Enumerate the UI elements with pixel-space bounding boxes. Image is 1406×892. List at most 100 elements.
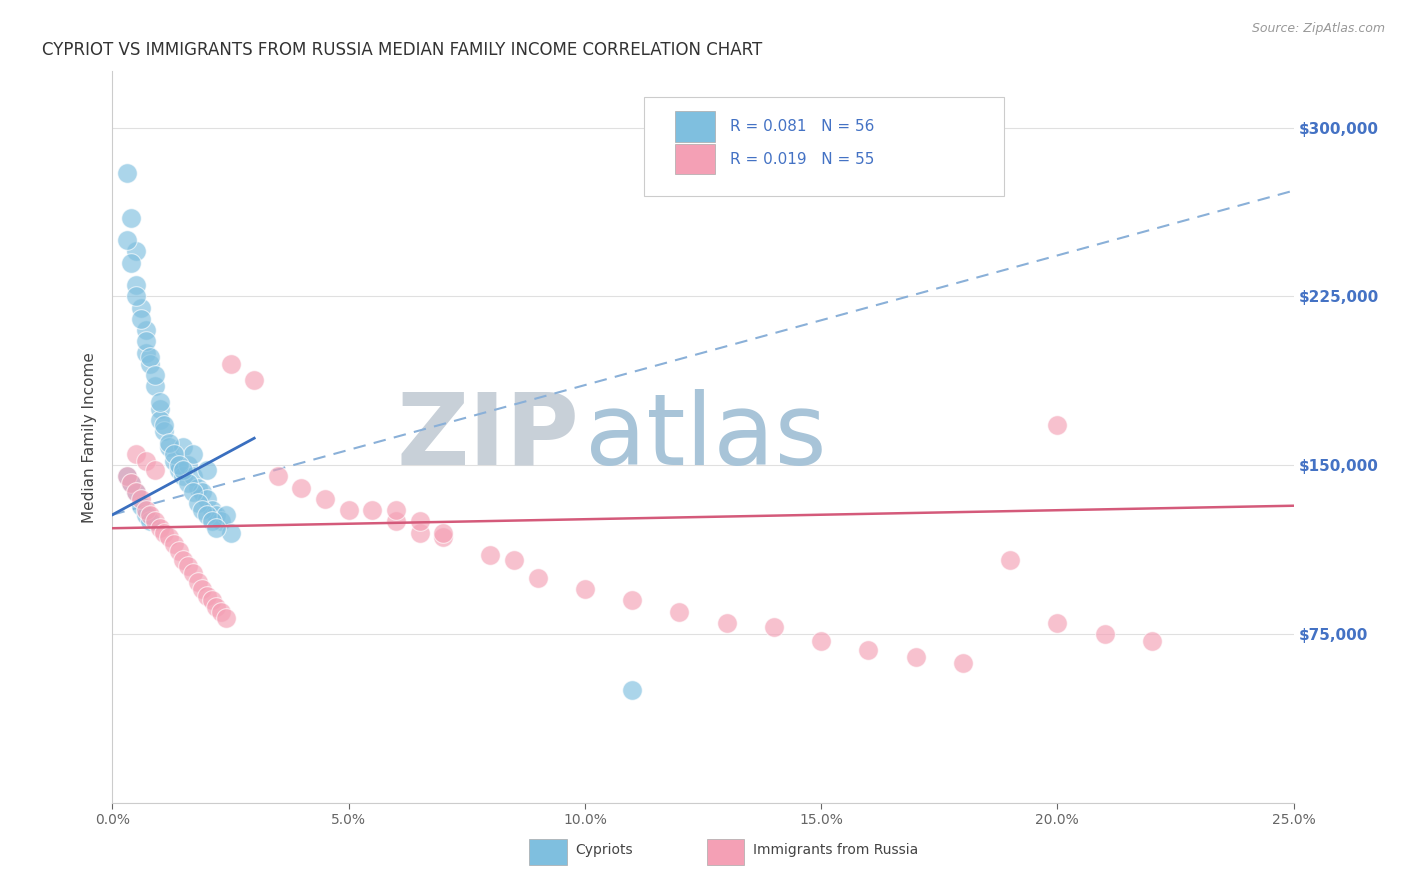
Point	[115, 166, 138, 180]
Point	[191, 485, 214, 500]
Point	[149, 395, 172, 409]
Point	[163, 453, 186, 467]
Point	[167, 463, 190, 477]
Point	[205, 599, 228, 614]
Point	[195, 463, 218, 477]
Point	[139, 508, 162, 522]
Point	[129, 301, 152, 315]
Point	[186, 575, 208, 590]
Point	[157, 435, 180, 450]
Point	[191, 582, 214, 596]
Point	[139, 515, 162, 529]
Point	[337, 503, 360, 517]
Point	[177, 476, 200, 491]
Point	[143, 515, 166, 529]
Point	[904, 649, 927, 664]
Point	[209, 515, 232, 529]
Point	[153, 417, 176, 432]
Text: R = 0.081   N = 56: R = 0.081 N = 56	[730, 119, 875, 134]
Point	[243, 373, 266, 387]
Point	[267, 469, 290, 483]
Point	[503, 553, 526, 567]
Point	[219, 357, 242, 371]
Point	[314, 491, 336, 506]
Point	[143, 463, 166, 477]
Point	[157, 440, 180, 454]
Point	[172, 469, 194, 483]
Text: Immigrants from Russia: Immigrants from Russia	[752, 843, 918, 857]
Text: CYPRIOT VS IMMIGRANTS FROM RUSSIA MEDIAN FAMILY INCOME CORRELATION CHART: CYPRIOT VS IMMIGRANTS FROM RUSSIA MEDIAN…	[42, 41, 762, 59]
Text: Source: ZipAtlas.com: Source: ZipAtlas.com	[1251, 22, 1385, 36]
Point	[195, 589, 218, 603]
Point	[219, 525, 242, 540]
Point	[177, 559, 200, 574]
Point	[181, 485, 204, 500]
Point	[186, 481, 208, 495]
Point	[167, 458, 190, 473]
Point	[125, 289, 148, 303]
Point	[432, 525, 454, 540]
Point	[195, 508, 218, 522]
Point	[135, 323, 157, 337]
Point	[215, 611, 238, 625]
Point	[120, 476, 142, 491]
Point	[621, 593, 644, 607]
Point	[191, 503, 214, 517]
Point	[181, 566, 204, 581]
Point	[181, 447, 204, 461]
Point	[209, 605, 232, 619]
Point	[125, 278, 148, 293]
Point	[135, 345, 157, 359]
Point	[762, 620, 785, 634]
Point	[205, 508, 228, 522]
Point	[135, 453, 157, 467]
Point	[167, 543, 190, 558]
Point	[163, 447, 186, 461]
Point	[149, 401, 172, 416]
Point	[129, 499, 152, 513]
Point	[135, 503, 157, 517]
FancyBboxPatch shape	[530, 838, 567, 865]
Point	[479, 548, 502, 562]
Point	[153, 425, 176, 439]
Point	[125, 485, 148, 500]
Point	[1046, 417, 1069, 432]
Point	[668, 605, 690, 619]
Point	[201, 515, 224, 529]
Point	[186, 496, 208, 510]
Point	[361, 503, 384, 517]
Point	[135, 334, 157, 349]
Point	[408, 515, 430, 529]
FancyBboxPatch shape	[707, 838, 744, 865]
Point	[385, 515, 408, 529]
Point	[408, 525, 430, 540]
Text: atlas: atlas	[585, 389, 827, 485]
FancyBboxPatch shape	[644, 97, 1004, 195]
Point	[120, 476, 142, 491]
Point	[716, 615, 738, 630]
Point	[157, 530, 180, 544]
Point	[290, 481, 312, 495]
Point	[172, 463, 194, 477]
Point	[125, 244, 148, 259]
Point	[125, 447, 148, 461]
Point	[163, 537, 186, 551]
Point	[143, 379, 166, 393]
Point	[181, 469, 204, 483]
Point	[115, 469, 138, 483]
Point	[810, 633, 832, 648]
FancyBboxPatch shape	[675, 111, 714, 142]
Point	[621, 683, 644, 698]
Y-axis label: Median Family Income: Median Family Income	[82, 351, 97, 523]
Point	[952, 657, 974, 671]
Text: Cypriots: Cypriots	[575, 843, 633, 857]
Point	[1140, 633, 1163, 648]
Point	[385, 503, 408, 517]
Point	[149, 413, 172, 427]
Point	[574, 582, 596, 596]
Text: R = 0.019   N = 55: R = 0.019 N = 55	[730, 152, 875, 167]
Point	[172, 553, 194, 567]
Point	[143, 368, 166, 383]
Point	[201, 503, 224, 517]
Point	[139, 350, 162, 364]
